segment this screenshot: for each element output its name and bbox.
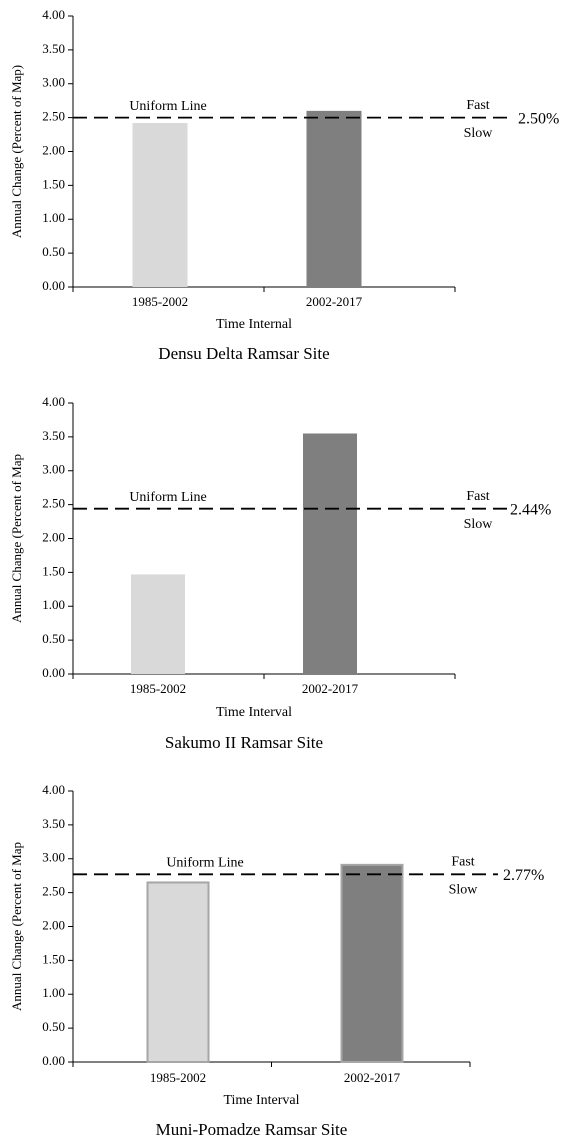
y-tick-label: 2.50 xyxy=(42,109,65,124)
y-tick-label: 1.00 xyxy=(42,597,65,612)
y-tick-label: 0.00 xyxy=(42,1053,65,1068)
x-tick-label: 2002-2017 xyxy=(306,294,363,309)
y-tick-label: 0.50 xyxy=(42,631,65,646)
y-tick-label: 3.00 xyxy=(42,75,65,90)
y-tick-label: 4.00 xyxy=(42,782,65,797)
reference-line-label: 2.77% xyxy=(503,867,544,884)
x-axis-label: Time Interval xyxy=(216,705,292,720)
x-tick-label: 1985-2002 xyxy=(130,681,186,696)
y-tick-label: 0.50 xyxy=(42,1019,65,1034)
slow-label: Slow xyxy=(464,126,494,141)
y-tick-label: 0.00 xyxy=(42,278,65,293)
chart-title: Sakumo II Ramsar Site xyxy=(165,733,323,752)
y-tick-label: 2.00 xyxy=(42,142,65,157)
y-tick-label: 1.50 xyxy=(42,951,65,966)
slow-label: Slow xyxy=(449,883,479,898)
reference-line-name: Uniform Line xyxy=(129,490,206,505)
bar xyxy=(303,433,357,674)
y-tick-label: 1.50 xyxy=(42,176,65,191)
y-axis-label: Annual Change (Percent of Map xyxy=(9,454,24,623)
y-tick-label: 1.00 xyxy=(42,985,65,1000)
x-tick-label: 2002-2017 xyxy=(344,1070,401,1085)
bar xyxy=(131,574,185,674)
y-tick-label: 3.00 xyxy=(42,462,65,477)
chart-title: Muni-Pomadze Ramsar Site xyxy=(156,1120,348,1139)
x-axis-label: Time Internal xyxy=(216,317,292,332)
bar xyxy=(306,110,362,287)
fast-label: Fast xyxy=(466,98,489,113)
x-axis-label: Time Interval xyxy=(223,1093,299,1108)
y-tick-label: 4.00 xyxy=(42,7,65,22)
y-tick-label: 4.00 xyxy=(42,394,65,409)
y-tick-label: 3.50 xyxy=(42,428,65,443)
y-tick-label: 2.00 xyxy=(42,917,65,932)
bar xyxy=(146,881,210,1064)
y-tick-label: 2.50 xyxy=(42,496,65,511)
y-tick-label: 2.00 xyxy=(42,529,65,544)
y-tick-label: 0.00 xyxy=(42,665,65,680)
y-tick-label: 2.50 xyxy=(42,884,65,899)
y-axis-label: Annual Change (Percent of Map xyxy=(9,842,24,1011)
reference-line-label: 2.50% xyxy=(518,110,559,127)
reference-line-label: 2.44% xyxy=(510,501,551,518)
y-tick-label: 1.00 xyxy=(42,210,65,225)
bar xyxy=(340,863,404,1063)
reference-line-name: Uniform Line xyxy=(129,99,206,114)
y-tick-label: 0.50 xyxy=(42,244,65,259)
chart-title: Densu Delta Ramsar Site xyxy=(158,344,329,363)
x-tick-label: 2002-2017 xyxy=(302,681,359,696)
y-axis-label: Annual Change (Percent of Map) xyxy=(9,65,24,238)
slow-label: Slow xyxy=(464,517,494,532)
fast-label: Fast xyxy=(451,855,474,870)
fast-label: Fast xyxy=(466,489,489,504)
reference-line-name: Uniform Line xyxy=(166,856,243,871)
x-tick-label: 1985-2002 xyxy=(150,1070,206,1085)
y-tick-label: 3.50 xyxy=(42,41,65,56)
y-tick-label: 3.50 xyxy=(42,816,65,831)
y-tick-label: 1.50 xyxy=(42,563,65,578)
bar xyxy=(132,123,188,287)
x-tick-label: 1985-2002 xyxy=(132,294,188,309)
y-tick-label: 3.00 xyxy=(42,850,65,865)
